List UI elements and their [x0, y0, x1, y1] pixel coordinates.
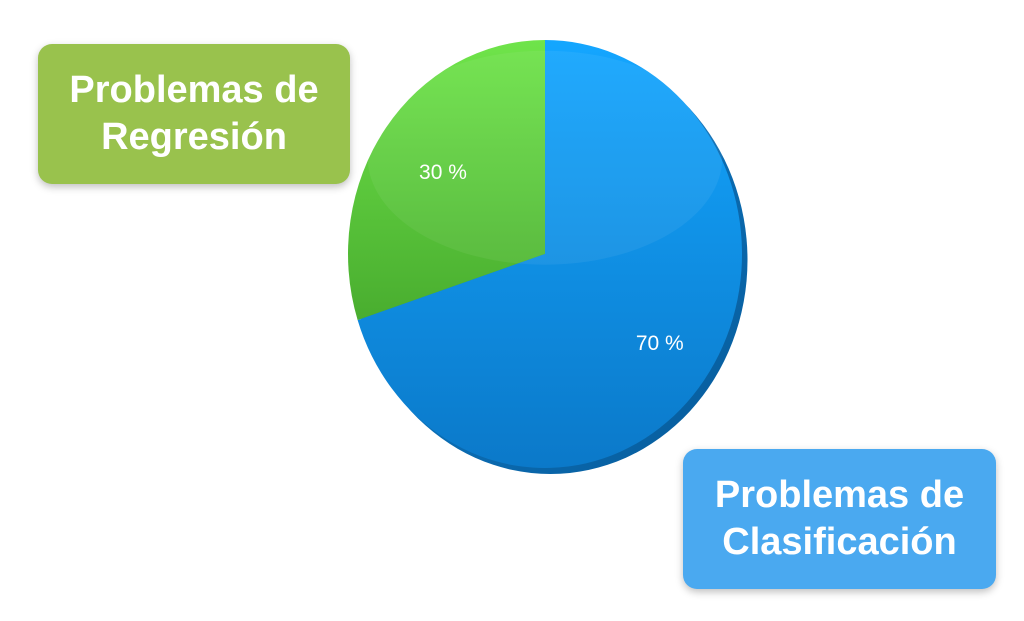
legend-box-regresion: Problemas de Regresión: [38, 44, 350, 184]
value-label-clasificacion: 70 %: [636, 332, 684, 355]
pie-slices: [348, 40, 748, 474]
legend-regresion-line-2: Regresión: [101, 116, 287, 158]
legend-box-clasificacion: Problemas de Clasificación: [683, 449, 996, 589]
pie-slice-regresion: [348, 40, 545, 321]
pie-value-labels: 30 % 70 %: [419, 161, 684, 355]
pie-slice-clasificacion: [357, 40, 742, 469]
legend-clasificacion-line-1: Problemas de: [714, 474, 965, 516]
legend-clasificacion-line-2: Clasificación: [722, 521, 957, 563]
value-label-regresion: 30 %: [419, 161, 467, 184]
legend-regresion-line-1: Problemas de: [69, 69, 319, 111]
